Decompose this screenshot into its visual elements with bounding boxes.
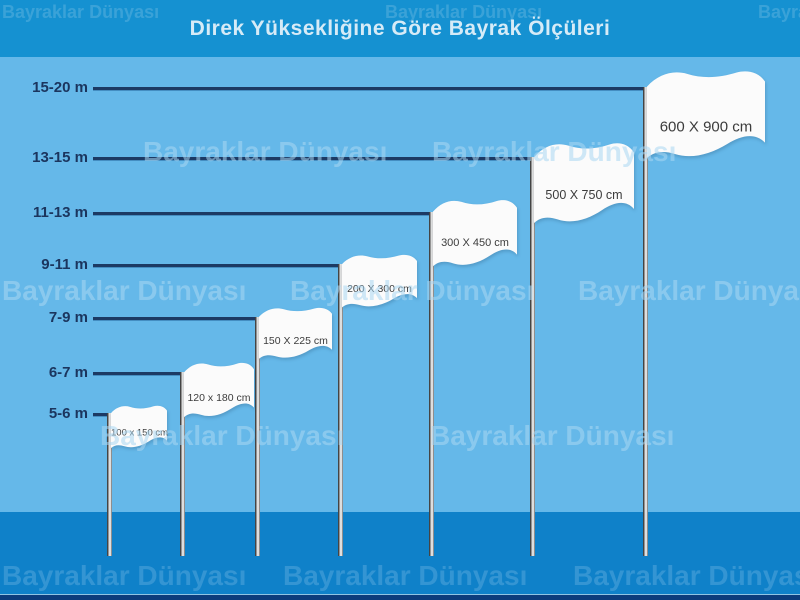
flag-200x300: 200 X 300 cm bbox=[342, 254, 417, 316]
flag-600x900: 600 X 900 cm bbox=[647, 70, 765, 172]
watermark: Bayraklar Dünyası bbox=[2, 275, 247, 306]
bottom-navy-strip bbox=[0, 595, 800, 600]
flag-shape bbox=[111, 405, 167, 449]
watermark: Bayraklar Dünyası bbox=[578, 275, 800, 306]
header-bar bbox=[0, 0, 800, 57]
flag-pole-7-9m bbox=[255, 317, 260, 556]
flag-shape bbox=[534, 143, 634, 224]
flag-size-label: 600 X 900 cm bbox=[659, 118, 753, 136]
bottom-separator-line bbox=[0, 594, 800, 595]
pole-height-label-13-15m: 13-15 m bbox=[32, 149, 88, 166]
flag-shape bbox=[259, 307, 332, 359]
pole-height-label-7-9m: 7-9 m bbox=[48, 309, 88, 326]
flag-pole-13-15m bbox=[530, 157, 535, 556]
flag-pole-11-13m bbox=[429, 212, 434, 556]
connector-line-13-15m bbox=[93, 157, 534, 160]
flag-300x450: 300 X 450 cm bbox=[433, 199, 517, 277]
connector-line-9-11m bbox=[93, 264, 342, 267]
flag-size-label: 120 x 180 cm bbox=[187, 391, 251, 404]
flag-150x225: 150 X 225 cm bbox=[259, 307, 332, 367]
pole-height-label-5-6m: 5-6 m bbox=[48, 405, 88, 422]
flag-500x750: 500 X 750 cm bbox=[534, 142, 634, 236]
pole-height-label-15-20m: 15-20 m bbox=[32, 79, 88, 96]
flag-pole-6-7m bbox=[180, 372, 185, 556]
flag-pole-15-20m bbox=[643, 87, 648, 556]
pole-height-label-6-7m: 6-7 m bbox=[48, 364, 88, 381]
watermark: Bayraklar Dünyası bbox=[430, 420, 675, 451]
flag-size-label: 500 X 750 cm bbox=[545, 187, 623, 202]
page-title: Direk Yüksekliğine Göre Bayrak Ölçüleri bbox=[189, 17, 611, 40]
pole-height-label-11-13m: 11-13 m bbox=[32, 204, 88, 221]
ground-band bbox=[0, 512, 800, 600]
flag-size-label: 200 X 300 cm bbox=[347, 282, 412, 295]
flag-pole-5-6m bbox=[107, 413, 112, 556]
flag-shape bbox=[184, 362, 254, 418]
flag-size-label: 100 x 150 cm bbox=[111, 427, 169, 439]
flag-size-label: 300 X 450 cm bbox=[441, 236, 509, 249]
flag-100x150: 100 x 150 cm bbox=[111, 405, 169, 455]
flag-120x180: 120 x 180 cm bbox=[184, 362, 254, 426]
flag-shape bbox=[433, 200, 517, 267]
flag-shape bbox=[647, 71, 765, 158]
connector-line-15-20m bbox=[93, 87, 647, 90]
connector-line-11-13m bbox=[93, 212, 433, 215]
connector-line-6-7m bbox=[93, 372, 184, 375]
flag-size-label: 150 X 225 cm bbox=[263, 334, 328, 347]
connector-line-7-9m bbox=[93, 317, 259, 320]
pole-height-label-9-11m: 9-11 m bbox=[41, 256, 88, 273]
flag-pole-9-11m bbox=[338, 264, 343, 556]
watermark: Bayraklar Dünyası bbox=[143, 136, 388, 167]
flag-shape bbox=[342, 254, 417, 308]
connector-line-5-6m bbox=[93, 413, 111, 416]
